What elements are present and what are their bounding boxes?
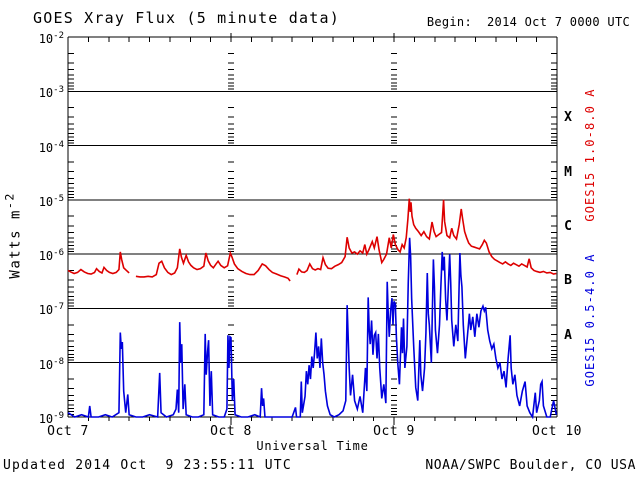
flare-class-c: C — [564, 219, 572, 234]
y-tick-label: 10-9 — [38, 411, 64, 426]
series-goes15-1.0-8.0-a — [67, 251, 130, 275]
x-tick-label: Oct 9 — [373, 424, 415, 439]
y-tick-label: 10-8 — [38, 356, 64, 372]
x-tick-label: Oct 7 — [47, 424, 89, 439]
x-tick-label: Oct 10 — [532, 424, 582, 439]
flare-class-a: A — [564, 327, 572, 343]
x-tick-label: Oct 8 — [210, 424, 252, 439]
y-tick-label: 10-3 — [38, 85, 64, 101]
source-attribution: NOAA/SWPC Boulder, CO USA — [425, 458, 636, 473]
y-tick-label: 10-2 — [38, 31, 64, 46]
updated-timestamp: Updated 2014 Oct 9 23:55:11 UTC — [3, 458, 292, 473]
legend-long-channel: GOES15 1.0-8.0 A — [583, 88, 597, 222]
x-axis-label: Universal Time — [256, 439, 369, 453]
page-title: GOES Xray Flux (5 minute data) — [33, 9, 340, 27]
flare-class-m: M — [564, 164, 572, 180]
y-tick-label: 10-5 — [38, 193, 64, 209]
legend-short-channel: GOES15 0.5-4.0 A — [583, 253, 597, 387]
series-goes15-0.5-4.0-a — [67, 237, 558, 420]
begin-timestamp: Begin: 2014 Oct 7 0000 UTC — [426, 15, 630, 29]
y-tick-label: 10-7 — [38, 302, 64, 318]
flare-class-x: X — [564, 110, 572, 126]
y-tick-label: 10-6 — [38, 248, 64, 264]
y-axis-label: Watts m-2 — [2, 192, 24, 279]
flare-class-b: B — [564, 273, 572, 289]
series-goes15-1.0-8.0-a — [135, 248, 291, 282]
y-tick-label: 10-4 — [38, 139, 64, 155]
series-goes15-1.0-8.0-a — [296, 198, 557, 275]
